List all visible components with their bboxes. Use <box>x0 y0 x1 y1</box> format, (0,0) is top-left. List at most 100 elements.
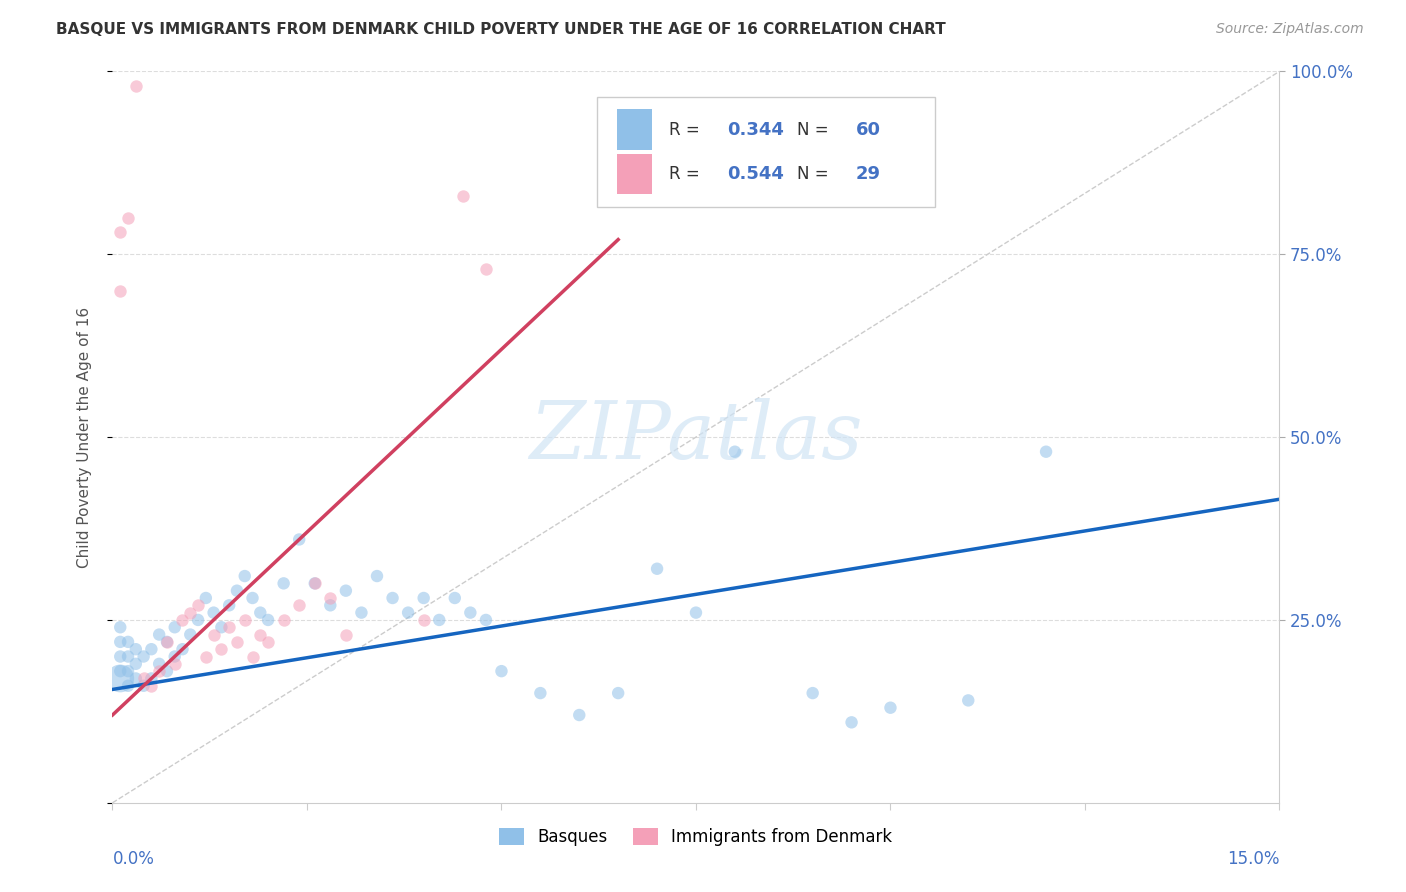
Point <box>957 693 980 707</box>
Point <box>249 606 271 620</box>
Point <box>288 533 311 547</box>
Point <box>645 562 668 576</box>
Point <box>288 599 311 613</box>
Point <box>179 627 201 641</box>
Point <box>125 642 148 657</box>
Point <box>117 679 139 693</box>
Point <box>273 576 295 591</box>
Point <box>529 686 551 700</box>
Point <box>110 284 132 298</box>
Point <box>443 591 465 605</box>
Point <box>350 606 373 620</box>
Point <box>724 444 747 458</box>
Point <box>110 620 132 634</box>
Point <box>801 686 824 700</box>
Point <box>319 591 342 605</box>
Point <box>187 613 209 627</box>
Point <box>242 591 264 605</box>
Point <box>132 672 155 686</box>
Text: ZIPatlas: ZIPatlas <box>529 399 863 475</box>
Point <box>148 627 170 641</box>
Text: R =: R = <box>669 165 706 183</box>
Text: 29: 29 <box>856 165 880 183</box>
Point <box>110 635 132 649</box>
Point <box>242 649 264 664</box>
Point <box>427 613 450 627</box>
Point <box>460 606 482 620</box>
Y-axis label: Child Poverty Under the Age of 16: Child Poverty Under the Age of 16 <box>77 307 91 567</box>
Point <box>685 606 707 620</box>
Point <box>156 664 179 678</box>
Point <box>110 664 132 678</box>
Point <box>209 620 232 634</box>
Point <box>226 635 249 649</box>
Point <box>335 627 357 641</box>
Text: R =: R = <box>669 120 706 138</box>
Point <box>125 657 148 671</box>
Point <box>110 649 132 664</box>
Text: BASQUE VS IMMIGRANTS FROM DENMARK CHILD POVERTY UNDER THE AGE OF 16 CORRELATION : BASQUE VS IMMIGRANTS FROM DENMARK CHILD … <box>56 22 946 37</box>
FancyBboxPatch shape <box>596 97 935 207</box>
Point <box>141 672 163 686</box>
Point <box>172 613 194 627</box>
Point <box>148 657 170 671</box>
FancyBboxPatch shape <box>617 110 651 150</box>
Point <box>1035 444 1057 458</box>
Point <box>218 620 240 634</box>
Text: 0.544: 0.544 <box>727 165 785 183</box>
Point <box>366 569 388 583</box>
Point <box>249 627 271 641</box>
Text: 0.344: 0.344 <box>727 120 785 138</box>
Point <box>125 672 148 686</box>
Point <box>141 679 163 693</box>
Point <box>233 569 256 583</box>
FancyBboxPatch shape <box>617 154 651 194</box>
Point <box>172 642 194 657</box>
Point <box>148 664 170 678</box>
Point <box>117 211 139 225</box>
Text: N =: N = <box>797 120 834 138</box>
Point <box>568 708 591 723</box>
Legend: Basques, Immigrants from Denmark: Basques, Immigrants from Denmark <box>492 822 900 853</box>
Point <box>381 591 404 605</box>
Point <box>194 591 217 605</box>
Text: 60: 60 <box>856 120 880 138</box>
Text: N =: N = <box>797 165 834 183</box>
Point <box>163 657 186 671</box>
Point <box>491 664 513 678</box>
Point <box>319 599 342 613</box>
Point <box>475 261 498 276</box>
Point <box>304 576 326 591</box>
Point <box>163 649 186 664</box>
Point <box>879 700 901 714</box>
Point <box>125 78 148 93</box>
Point <box>156 635 179 649</box>
Point <box>141 642 163 657</box>
Point <box>132 679 155 693</box>
Point <box>218 599 240 613</box>
Text: 0.0%: 0.0% <box>112 850 155 868</box>
Point <box>132 649 155 664</box>
Point <box>607 686 630 700</box>
Point <box>451 188 474 202</box>
Point <box>202 606 225 620</box>
Point <box>233 613 256 627</box>
Point <box>117 664 139 678</box>
Point <box>257 635 280 649</box>
Point <box>412 591 434 605</box>
Point <box>396 606 419 620</box>
Point <box>335 583 357 598</box>
Point <box>257 613 280 627</box>
Point <box>226 583 249 598</box>
Point <box>179 606 201 620</box>
Point <box>117 635 139 649</box>
Point <box>194 649 217 664</box>
Point <box>156 635 179 649</box>
Point <box>163 620 186 634</box>
Point <box>110 225 132 239</box>
Point <box>304 576 326 591</box>
Text: Source: ZipAtlas.com: Source: ZipAtlas.com <box>1216 22 1364 37</box>
Point <box>412 613 434 627</box>
Point <box>110 672 132 686</box>
Point <box>187 599 209 613</box>
